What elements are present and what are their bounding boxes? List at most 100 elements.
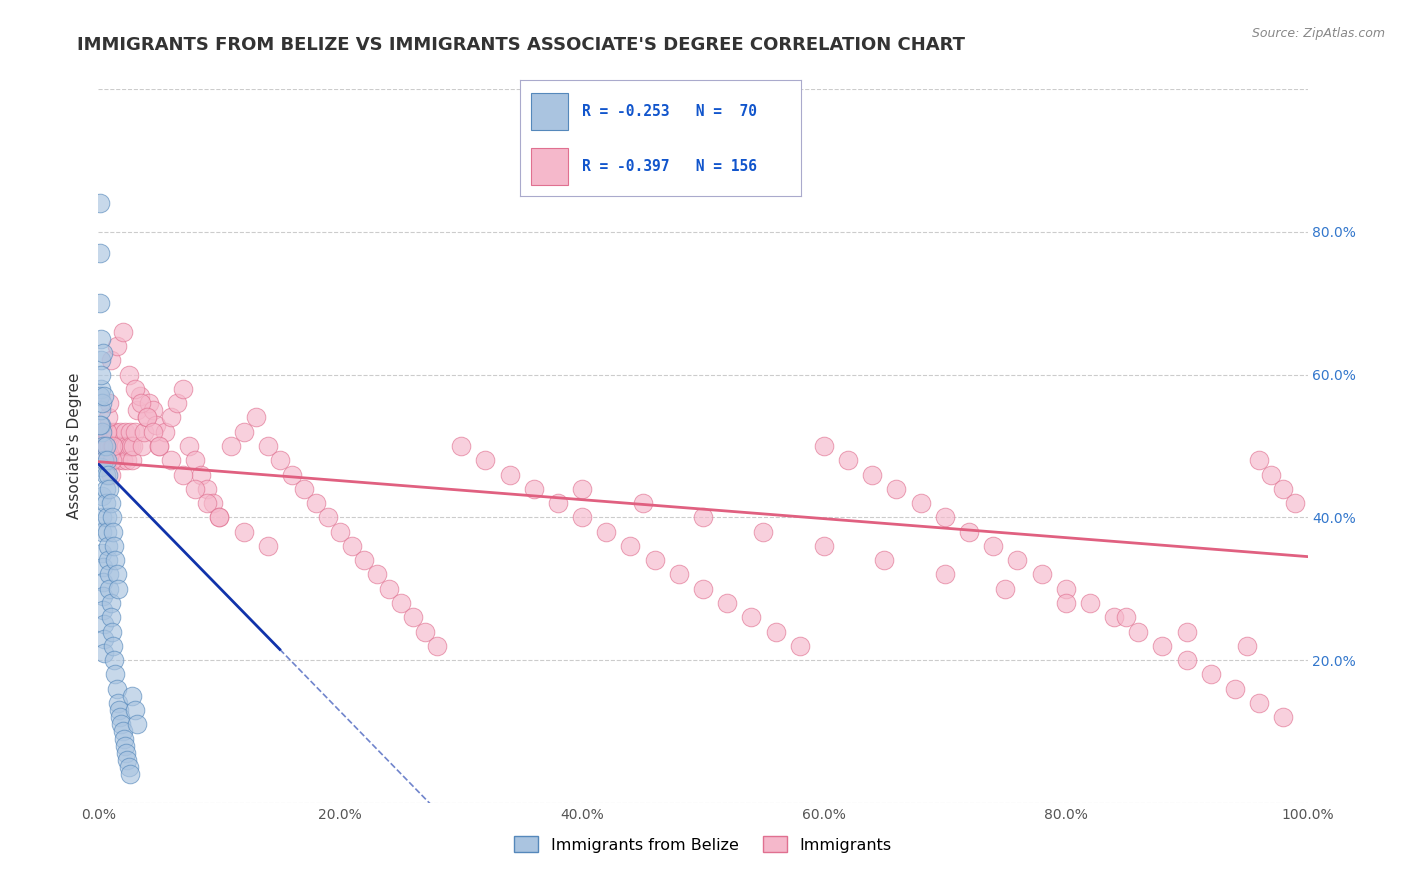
Point <box>103 439 125 453</box>
Point <box>245 410 267 425</box>
Point <box>292 482 315 496</box>
Point <box>96 510 118 524</box>
Point <box>148 439 170 453</box>
Point <box>90 382 112 396</box>
Point <box>107 582 129 596</box>
Point <box>110 717 132 731</box>
Point <box>108 439 131 453</box>
Point <box>1284 496 1306 510</box>
Point <box>98 582 121 596</box>
Point <box>202 496 225 510</box>
Point <box>619 539 641 553</box>
Point <box>329 524 352 539</box>
Point <box>160 410 183 425</box>
Point <box>571 482 593 496</box>
Point <box>91 346 114 360</box>
Point <box>90 332 112 346</box>
Point <box>115 746 138 760</box>
Point <box>886 482 908 496</box>
Point <box>128 389 150 403</box>
Point <box>98 439 121 453</box>
Text: R = -0.253   N =  70: R = -0.253 N = 70 <box>582 104 756 120</box>
Point <box>104 553 127 567</box>
Point <box>195 496 218 510</box>
Point <box>100 453 122 467</box>
Point <box>103 539 125 553</box>
Point <box>910 496 932 510</box>
Point <box>100 353 122 368</box>
Point <box>1115 610 1137 624</box>
Point <box>1272 710 1295 724</box>
Point <box>1102 610 1125 624</box>
Point <box>97 467 120 482</box>
Point <box>138 396 160 410</box>
Point <box>124 425 146 439</box>
Point <box>118 368 141 382</box>
Point <box>208 510 231 524</box>
Point <box>765 624 787 639</box>
Point <box>90 460 112 475</box>
Point <box>110 439 132 453</box>
Point <box>115 439 138 453</box>
Point <box>142 403 165 417</box>
Point <box>120 439 142 453</box>
Point <box>101 524 124 539</box>
Point <box>135 410 157 425</box>
Point <box>366 567 388 582</box>
Point <box>105 681 128 696</box>
Point <box>104 667 127 681</box>
Point <box>595 524 617 539</box>
Point <box>100 624 122 639</box>
Point <box>94 439 117 453</box>
Point <box>1031 567 1053 582</box>
Point <box>107 696 129 710</box>
Point <box>127 403 149 417</box>
Point <box>1249 453 1271 467</box>
Point <box>112 731 135 746</box>
Point <box>160 453 183 467</box>
Point <box>101 453 124 467</box>
Point <box>114 425 136 439</box>
Point <box>89 196 111 211</box>
Point <box>1175 653 1198 667</box>
Point <box>1260 467 1282 482</box>
Point <box>94 482 117 496</box>
Point <box>100 510 122 524</box>
Point <box>118 439 141 453</box>
Point <box>426 639 449 653</box>
Point <box>91 560 114 574</box>
Point <box>402 610 425 624</box>
Point <box>523 482 546 496</box>
Point <box>91 524 114 539</box>
Point <box>90 368 112 382</box>
Point <box>97 553 120 567</box>
Point <box>93 439 115 453</box>
Point <box>94 496 117 510</box>
Point <box>353 553 375 567</box>
Point <box>89 417 111 432</box>
Point <box>981 539 1004 553</box>
Point <box>91 589 114 603</box>
Point <box>101 639 124 653</box>
Point <box>716 596 738 610</box>
Point <box>96 439 118 453</box>
Point <box>342 539 364 553</box>
Point <box>450 439 472 453</box>
Point <box>256 539 278 553</box>
Point <box>91 603 114 617</box>
Point <box>135 410 157 425</box>
Point <box>789 639 811 653</box>
Point <box>498 467 520 482</box>
Point <box>208 510 231 524</box>
Point <box>100 439 122 453</box>
Point <box>269 453 291 467</box>
Point <box>1249 696 1271 710</box>
Text: IMMIGRANTS FROM BELIZE VS IMMIGRANTS ASSOCIATE'S DEGREE CORRELATION CHART: IMMIGRANTS FROM BELIZE VS IMMIGRANTS ASS… <box>77 36 966 54</box>
Point <box>148 439 170 453</box>
Bar <box>531 93 568 130</box>
Point <box>98 396 121 410</box>
Point <box>127 717 149 731</box>
Point <box>994 582 1017 596</box>
Point <box>97 453 120 467</box>
Point <box>1078 596 1101 610</box>
